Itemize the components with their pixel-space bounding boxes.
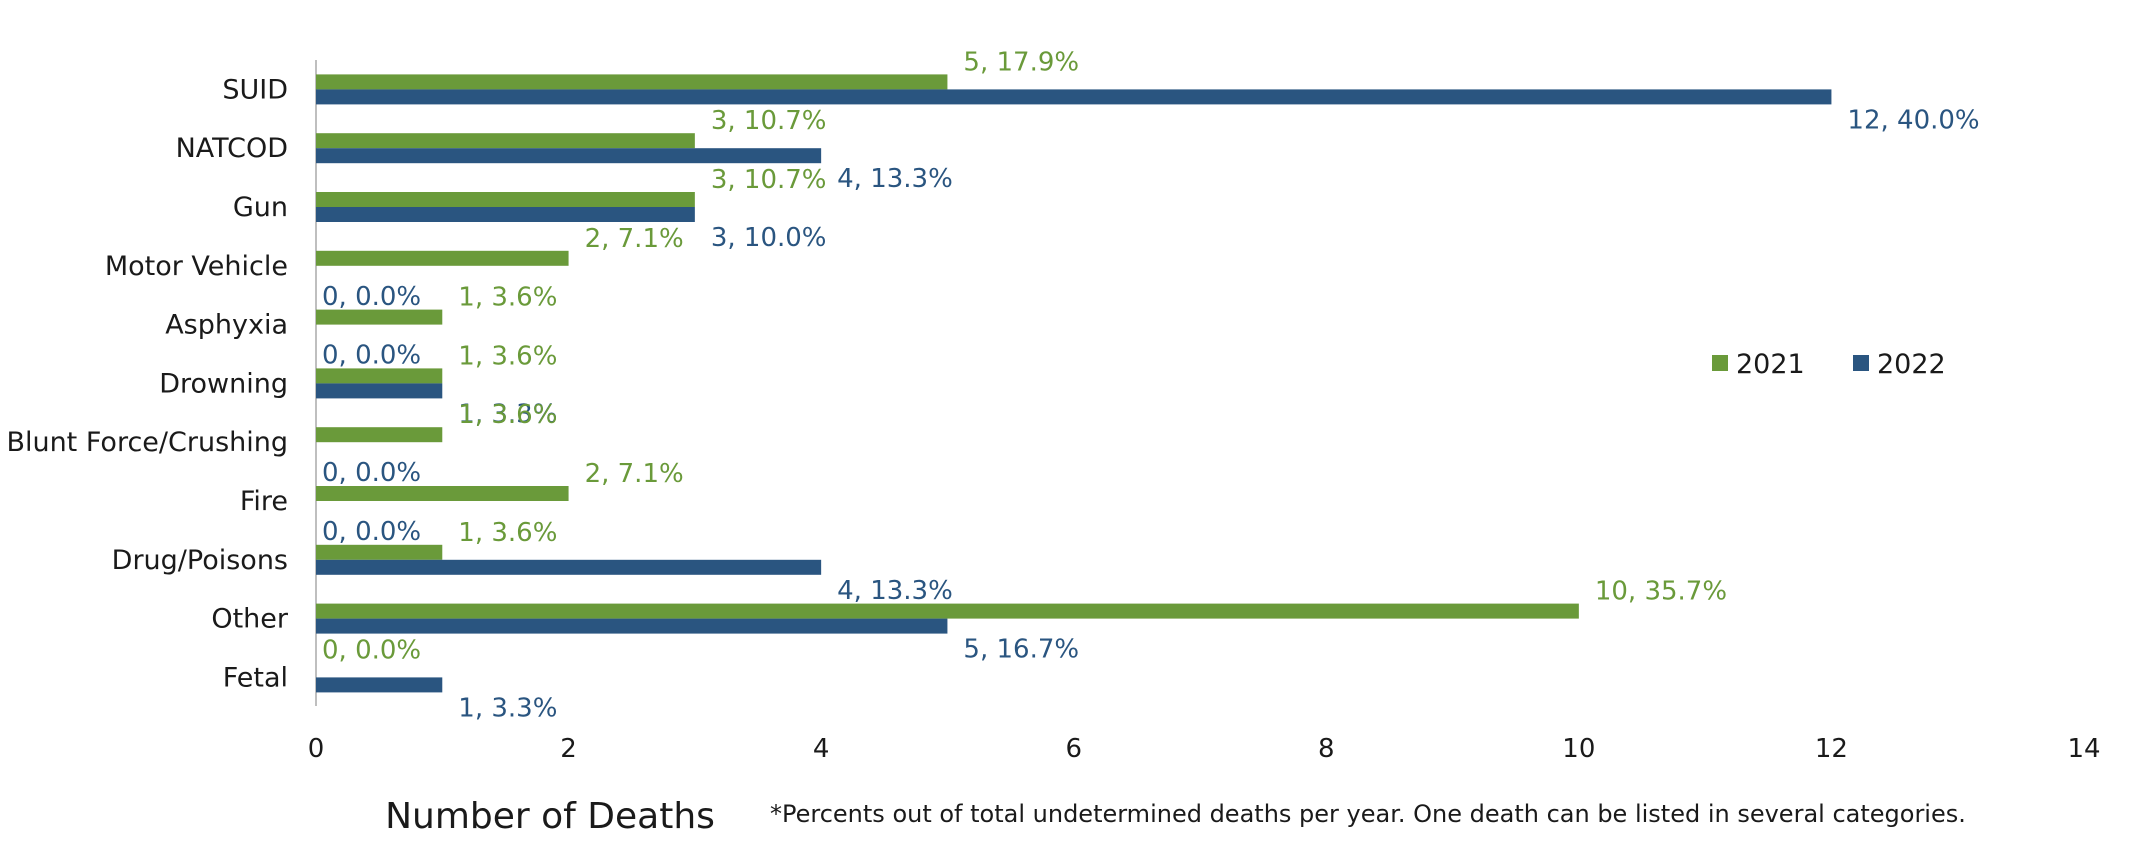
data-label-drowning-2022: 1, 3.3% xyxy=(458,399,557,429)
x-tick-label-0: 0 xyxy=(308,734,325,764)
category-label-blunt-force-crushing: Blunt Force/Crushing xyxy=(6,427,288,458)
bar-natcod-2022 xyxy=(316,148,822,164)
x-tick-label-4: 4 xyxy=(813,734,830,764)
category-label-fetal: Fetal xyxy=(223,662,288,693)
bar-drug-poisons-2021 xyxy=(316,544,443,560)
data-label-fire-2022: 0, 0.0% xyxy=(322,517,421,547)
category-label-natcod: NATCOD xyxy=(176,133,288,164)
data-label-natcod-2021: 3, 10.7% xyxy=(711,106,827,136)
data-label-natcod-2022: 4, 13.3% xyxy=(837,164,953,194)
bars xyxy=(316,74,1832,693)
x-tick-label-6: 6 xyxy=(1065,734,1082,764)
bar-drowning-2021 xyxy=(316,368,443,384)
legend-label-2021: 2021 xyxy=(1736,349,1805,380)
data-label-asphyxia-2021: 1, 3.6% xyxy=(458,283,557,313)
data-label-gun-2021: 3, 10.7% xyxy=(711,165,827,195)
legend: 2021 2022 xyxy=(1712,349,1946,380)
legend-label-2022: 2022 xyxy=(1877,349,1946,380)
category-label-gun: Gun xyxy=(233,192,288,223)
x-tick-label-14: 14 xyxy=(2067,734,2100,764)
category-label-motor-vehicle: Motor Vehicle xyxy=(105,251,288,282)
data-label-fetal-2022: 1, 3.3% xyxy=(458,693,557,723)
category-label-other: Other xyxy=(211,604,289,635)
bar-drug-poisons-2022 xyxy=(316,559,822,575)
x-axis-title: Number of Deaths xyxy=(385,796,715,837)
data-label-other-2022: 5, 16.7% xyxy=(963,635,1079,665)
bar-other-2021 xyxy=(316,603,1579,619)
data-label-blunt-force-crushing-2022: 0, 0.0% xyxy=(322,458,421,488)
category-label-fire: Fire xyxy=(240,486,288,517)
data-label-drug-poisons-2021: 1, 3.6% xyxy=(458,518,557,548)
data-label-drug-poisons-2022: 4, 13.3% xyxy=(837,576,953,606)
data-label-blunt-force-crushing-2021: 1, 3.6% xyxy=(458,400,557,430)
data-label-suid-2022: 12, 40.0% xyxy=(1847,105,1979,135)
bar-suid-2022 xyxy=(316,89,1832,105)
data-label-other-2021: 10, 35.7% xyxy=(1595,577,1727,607)
data-label-motor-vehicle-2022: 0, 0.0% xyxy=(322,282,421,312)
bar-gun-2021 xyxy=(316,192,695,207)
bar-drowning-2022 xyxy=(316,383,443,399)
data-label-fire-2021: 2, 7.1% xyxy=(585,459,684,489)
x-tick-label-12: 12 xyxy=(1815,734,1848,764)
data-label-drowning-2021: 1, 3.6% xyxy=(458,341,557,371)
bar-natcod-2021 xyxy=(316,133,695,149)
data-label-fetal-2021: 0, 0.0% xyxy=(322,635,421,665)
bar-fire-2021 xyxy=(316,486,569,501)
data-label-motor-vehicle-2021: 2, 7.1% xyxy=(585,224,684,254)
x-tick-label-10: 10 xyxy=(1562,734,1595,764)
bar-gun-2022 xyxy=(316,207,695,222)
category-label-suid: SUID xyxy=(222,74,288,105)
data-label-gun-2022: 3, 10.0% xyxy=(711,223,827,253)
bar-blunt-force-crushing-2021 xyxy=(316,427,443,443)
bar-other-2022 xyxy=(316,618,948,634)
data-label-asphyxia-2022: 0, 0.0% xyxy=(322,341,421,371)
bar-asphyxia-2021 xyxy=(316,309,443,325)
bar-fetal-2022 xyxy=(316,677,443,693)
category-label-drowning: Drowning xyxy=(159,368,288,399)
bar-motor-vehicle-2021 xyxy=(316,250,569,266)
category-label-asphyxia: Asphyxia xyxy=(165,310,288,341)
data-label-suid-2021: 5, 17.9% xyxy=(963,47,1079,77)
x-tick-labels: 0 2 4 6 8 10 12 14 xyxy=(308,734,2101,764)
bar-suid-2021 xyxy=(316,74,948,90)
footnote: *Percents out of total undetermined deat… xyxy=(770,800,1966,828)
category-labels: SUID NATCOD Gun Motor Vehicle Asphyxia Drowni… xyxy=(6,74,288,693)
data-labels: 5, 17.9% 12, 40.0% 3, 10.7% 4, 13.3% 3, 10.7… xyxy=(322,47,1980,723)
x-tick-label-2: 2 xyxy=(560,734,577,764)
category-label-drug-poisons: Drug/Poisons xyxy=(112,545,288,576)
legend-swatch-2022 xyxy=(1853,355,1869,371)
x-tick-label-8: 8 xyxy=(1318,734,1335,764)
legend-swatch-2021 xyxy=(1712,355,1728,371)
